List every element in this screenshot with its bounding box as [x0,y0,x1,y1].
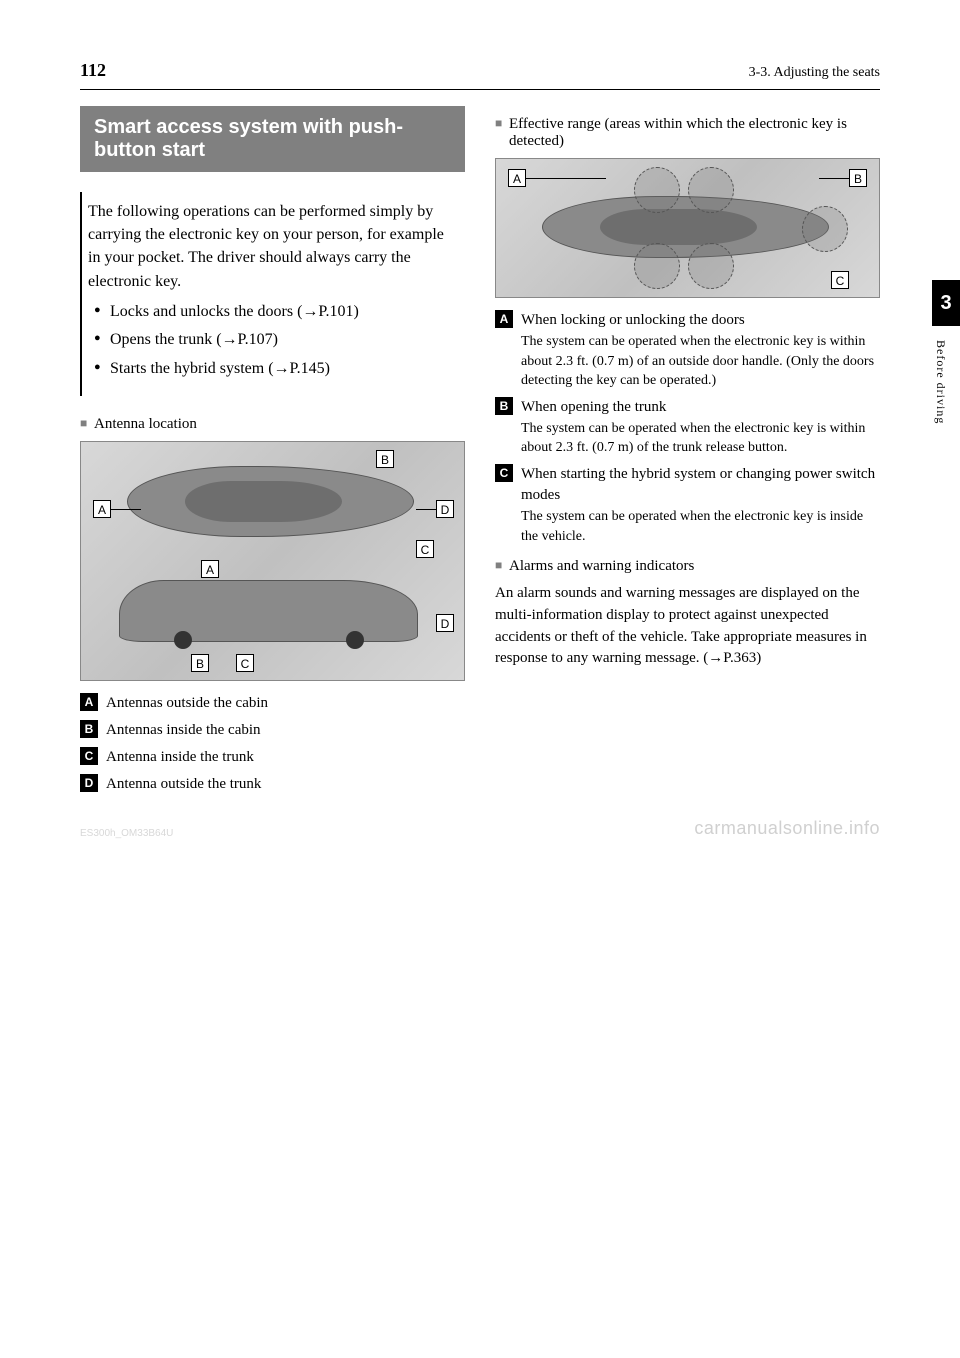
figure-label: B [849,169,867,187]
key-text: Antennas outside the cabin [106,693,465,714]
key-badge: B [80,720,98,738]
page-number: 112 [80,60,106,81]
key-badge: C [495,464,513,482]
key-item: C When starting the hybrid system or cha… [495,464,880,546]
figure-label: A [93,500,111,518]
side-caption: Before driving [933,340,948,424]
figure-label: B [191,654,209,672]
key-item: D Antenna outside the trunk [80,774,465,795]
key-item: A Antennas outside the cabin [80,693,465,714]
antenna-subheading: Antenna location [80,416,465,433]
chapter-tab: 3 [932,280,960,326]
alarms-paragraph: An alarm sounds and warning messages are… [495,583,880,670]
antenna-figure: A B C D A B C D [80,441,465,681]
key-badge: A [80,693,98,711]
watermark: carmanualsonline.info [694,818,880,839]
key-text: Antenna outside the trunk [106,774,465,795]
figure-label: A [508,169,526,187]
list-item: Starts the hybrid system (→P.145) [94,358,455,380]
key-item: B Antennas inside the cabin [80,720,465,741]
key-text: Antenna inside the trunk [106,747,465,768]
figure-label: B [376,450,394,468]
figure-label: D [436,500,454,518]
figure-label: C [831,271,849,289]
list-item: Opens the trunk (→P.107) [94,329,455,351]
intro-text: The following operations can be performe… [88,200,455,293]
antenna-key-list: A Antennas outside the cabin B Antennas … [80,693,465,795]
section-title: Smart access system with push-button sta… [80,106,465,172]
section-path: 3-3. Adjusting the seats [749,65,880,81]
key-item: A When locking or unlocking the doors Th… [495,310,880,391]
intro-box: The following operations can be performe… [80,192,465,396]
key-badge: B [495,397,513,415]
key-text: When locking or unlocking the doors The … [521,310,880,391]
key-text: When starting the hybrid system or chang… [521,464,880,546]
footer-code: ES300h_OM33B64U [80,828,173,839]
key-item: C Antenna inside the trunk [80,747,465,768]
range-figure: A B C [495,158,880,298]
alarms-subheading: Alarms and warning indicators [495,558,880,575]
operations-list: Locks and unlocks the doors (→P.101) Ope… [88,301,455,380]
figure-label: A [201,560,219,578]
key-text: When opening the trunk The system can be… [521,397,880,458]
range-subheading: Effective range (areas within which the … [495,116,880,150]
key-badge: C [80,747,98,765]
key-badge: A [495,310,513,328]
key-badge: D [80,774,98,792]
key-text: Antennas inside the cabin [106,720,465,741]
figure-label: C [236,654,254,672]
key-item: B When opening the trunk The system can … [495,397,880,458]
figure-label: D [436,614,454,632]
figure-label: C [416,540,434,558]
list-item: Locks and unlocks the doors (→P.101) [94,301,455,323]
range-key-list: A When locking or unlocking the doors Th… [495,310,880,546]
